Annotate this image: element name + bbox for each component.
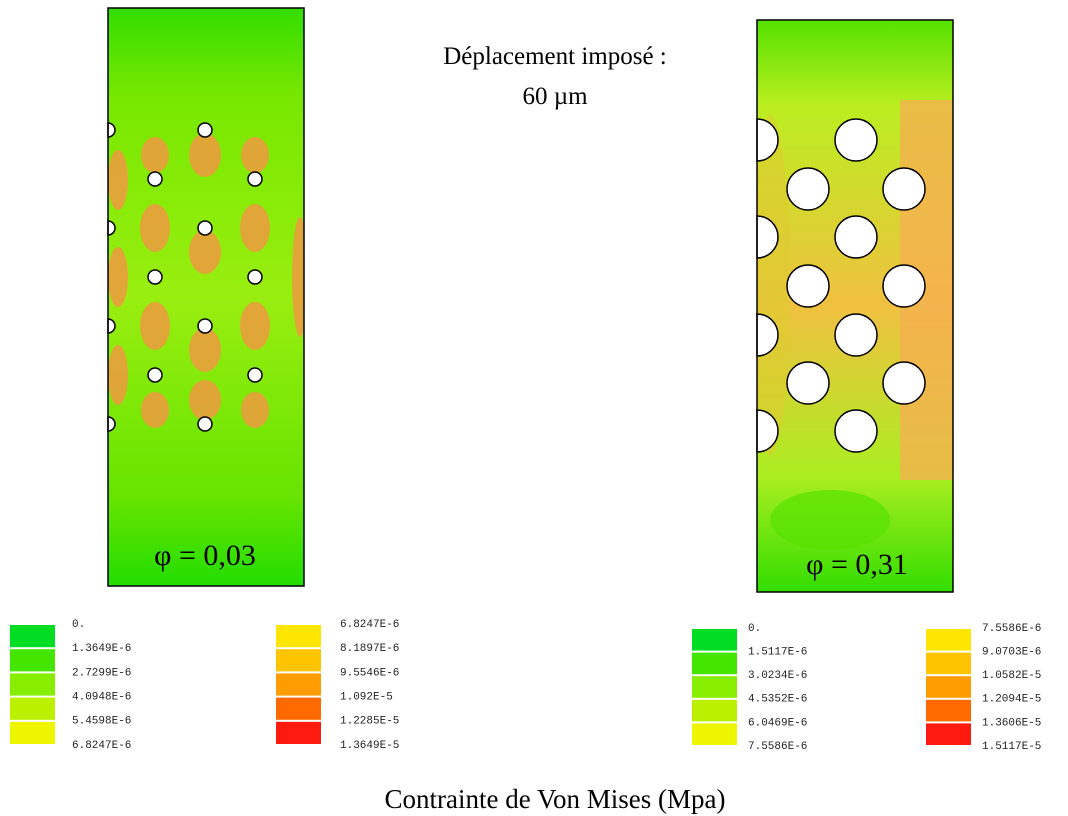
legend-label: 1.2094E-5 xyxy=(982,694,1041,706)
legend-label: 1.5117E-5 xyxy=(982,741,1041,753)
legend-label: 6.8247E-6 xyxy=(340,619,399,631)
caption: Contrainte de Von Mises (Mpa) xyxy=(385,784,726,814)
legend-swatch xyxy=(10,697,55,720)
legend-label: 6.0469E-6 xyxy=(748,717,807,729)
legend-label: 1.0582E-5 xyxy=(982,670,1041,682)
legend-swatch xyxy=(10,649,55,672)
legend-swatch xyxy=(276,673,321,696)
legend-swatch xyxy=(926,723,971,745)
legend-swatch xyxy=(926,629,971,651)
legend-swatch xyxy=(276,697,321,720)
legend-swatch xyxy=(692,629,737,651)
legend-swatch xyxy=(692,723,737,745)
legend-label: 2.7299E-6 xyxy=(72,667,131,679)
legend-label: 1.3649E-6 xyxy=(72,643,131,655)
legend-label: 1.5117E-6 xyxy=(748,647,807,659)
legend-label: 4.5352E-6 xyxy=(748,694,807,706)
legend-swatch xyxy=(692,676,737,698)
legend-label: 4.0948E-6 xyxy=(72,692,131,704)
legend-label: 3.0234E-6 xyxy=(748,670,807,682)
legend-swatch xyxy=(10,625,55,648)
legend-swatch xyxy=(692,699,737,722)
phi-label: φ = 0,31 xyxy=(806,548,908,581)
header-line: Déplacement imposé : xyxy=(443,43,667,70)
legend-label: 9.0703E-6 xyxy=(982,647,1041,659)
right-plot xyxy=(756,19,954,593)
legend-swatch xyxy=(276,649,321,672)
legend-label: 7.5586E-6 xyxy=(982,623,1041,635)
legend-label: 8.1897E-6 xyxy=(340,643,399,655)
legend-swatch xyxy=(926,699,971,722)
legend-label: 0. xyxy=(72,619,85,631)
legend-label: 1.2285E-5 xyxy=(340,716,399,728)
legend-label: 9.5546E-6 xyxy=(340,667,399,679)
legend-label: 5.4598E-6 xyxy=(72,716,131,728)
legend-swatch xyxy=(692,652,737,675)
legend-label: 1.3606E-5 xyxy=(982,717,1041,729)
legend-label: 1.3649E-5 xyxy=(340,740,399,752)
left-plot xyxy=(107,7,305,587)
legend-swatch xyxy=(276,721,321,744)
legend-swatch xyxy=(10,721,55,744)
legend-swatch xyxy=(10,673,55,696)
legend-label: 1.092E-5 xyxy=(340,692,393,704)
legend-swatch xyxy=(926,652,971,675)
legend-label: 6.8247E-6 xyxy=(72,740,131,752)
legend-label: 7.5586E-6 xyxy=(748,741,807,753)
legend-label: 0. xyxy=(748,623,761,635)
header-line: 60 µm xyxy=(522,83,588,110)
legend-swatch xyxy=(926,676,971,698)
legend-swatch xyxy=(276,625,321,648)
phi-label: φ = 0,03 xyxy=(154,539,256,572)
